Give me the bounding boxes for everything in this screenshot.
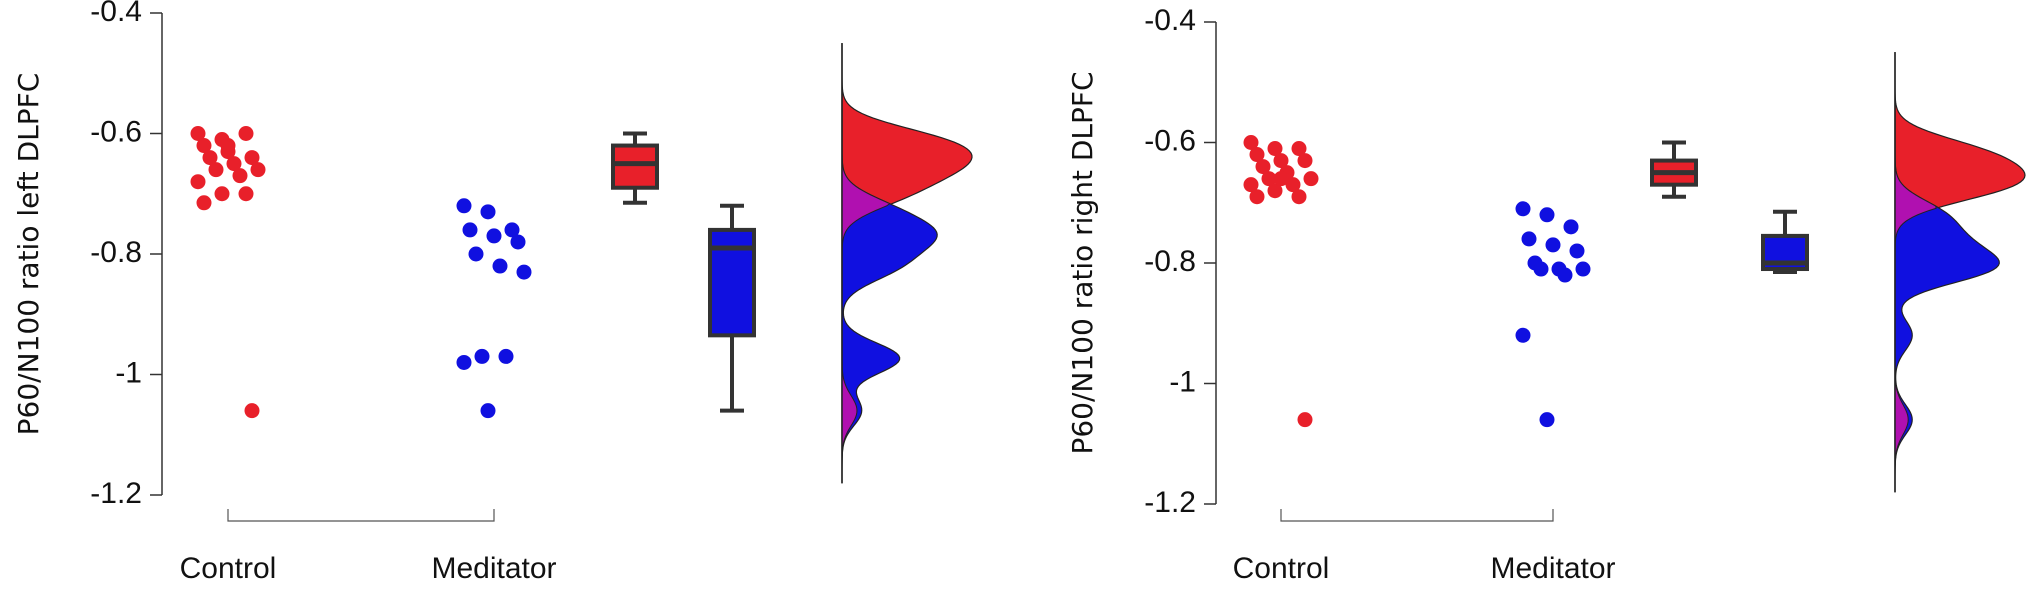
point (480, 204, 496, 220)
point (1249, 189, 1265, 205)
point (456, 198, 472, 214)
point (214, 186, 230, 202)
point (1545, 237, 1561, 253)
point (1243, 135, 1259, 150)
y-tick-label: -0.4 (90, 0, 142, 28)
y-axis-label: P60/N100 ratio right DLPFC (1066, 71, 1099, 454)
point (1249, 147, 1265, 163)
x-tick-label: Control (1233, 552, 1330, 585)
density (1894, 52, 2000, 492)
chart: -1.2 -1 -0.8 -0.6 -0.4 P60/N100 ratio left DL… (12, 0, 973, 585)
point (208, 162, 224, 178)
point (232, 168, 248, 184)
point (1291, 141, 1307, 157)
y-tick-label: -0.4 (1144, 4, 1196, 37)
point (498, 348, 514, 364)
y-tick-label: -0.6 (90, 115, 142, 148)
point (1563, 219, 1579, 235)
point (1267, 183, 1283, 199)
y-tick-label: -1.2 (1144, 486, 1196, 519)
box (611, 143, 659, 190)
point (1261, 171, 1277, 187)
point (1569, 243, 1585, 259)
point (492, 258, 508, 274)
point (1297, 153, 1313, 169)
point (190, 126, 206, 141)
category-bracket (1280, 509, 1554, 522)
point (1539, 412, 1555, 428)
point (1291, 189, 1307, 205)
point (510, 234, 526, 250)
category-bracket (227, 509, 495, 522)
y-tick-label: -1.2 (90, 477, 142, 510)
point (190, 174, 206, 190)
point (1285, 177, 1301, 193)
point (196, 195, 212, 211)
point (196, 138, 212, 154)
point (1255, 159, 1271, 175)
point (244, 150, 260, 166)
point (1303, 171, 1319, 187)
chart: -1.2 -1 -0.8 -0.6 -0.4 P60/N100 ratio right D… (1066, 4, 2026, 585)
point (238, 126, 254, 141)
point (1539, 207, 1555, 223)
point (516, 264, 532, 280)
point (504, 222, 520, 238)
point (1267, 141, 1283, 157)
point (244, 403, 260, 419)
point (1521, 231, 1537, 247)
y-tick-label: -1 (115, 356, 142, 389)
point (480, 403, 496, 419)
point (226, 156, 242, 172)
density (841, 43, 938, 483)
point (468, 246, 484, 262)
point (238, 186, 254, 202)
y-tick-label: -1 (1169, 365, 1196, 398)
point (1273, 171, 1289, 187)
point (456, 354, 472, 370)
point (1533, 261, 1549, 277)
point (1297, 412, 1313, 428)
x-tick-label: Meditator (431, 552, 556, 585)
point (462, 222, 478, 238)
point (1515, 201, 1531, 217)
point (220, 138, 236, 154)
y-tick-label: -0.8 (90, 236, 142, 269)
point (1515, 327, 1531, 343)
point (1243, 177, 1259, 193)
y-tick-label: -0.8 (1144, 245, 1196, 278)
x-tick-label: Meditator (1490, 552, 1615, 585)
point (486, 228, 502, 244)
x-tick-label: Control (180, 552, 277, 585)
y-tick-label: -0.6 (1144, 124, 1196, 157)
point (202, 150, 218, 166)
point (1273, 153, 1289, 169)
point (1575, 261, 1591, 277)
point (1557, 267, 1573, 283)
point (474, 348, 490, 364)
point (250, 162, 266, 178)
y-axis-label: P60/N100 ratio left DLPFC (12, 73, 45, 436)
